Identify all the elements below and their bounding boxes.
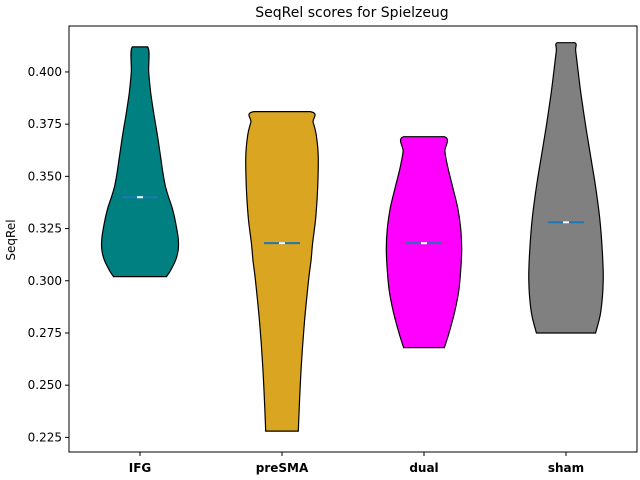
x-tick-label: IFG: [129, 461, 152, 475]
y-tick-label: 0.275: [28, 326, 62, 340]
y-tick-label: 0.225: [28, 430, 62, 444]
x-tick-label: preSMA: [256, 461, 309, 475]
y-tick-label: 0.375: [28, 117, 62, 131]
y-tick-label: 0.250: [28, 378, 62, 392]
y-axis: 0.225 0.250 0.275 0.300 0.325 0.350 0.375 0.400: [28, 65, 69, 444]
plot-frame: [68, 25, 638, 453]
y-tick-label: 0.350: [28, 169, 62, 183]
violin-dual: [385, 136, 463, 349]
x-axis: IFG preSMA dual sham: [129, 452, 584, 475]
chart-title: SeqRel scores for Spielzeug: [255, 5, 448, 21]
x-tick-label: sham: [548, 461, 584, 475]
y-tick-label: 0.400: [28, 65, 62, 79]
y-axis-label: SeqRel: [4, 219, 18, 260]
violin-presma: [245, 111, 319, 432]
violin-sham: [528, 42, 604, 334]
y-tick-label: 0.325: [28, 222, 62, 236]
violins-group: [100, 42, 604, 432]
y-tick-label: 0.300: [28, 274, 62, 288]
violin-ifg: [100, 46, 180, 278]
x-tick-label: dual: [409, 461, 438, 475]
